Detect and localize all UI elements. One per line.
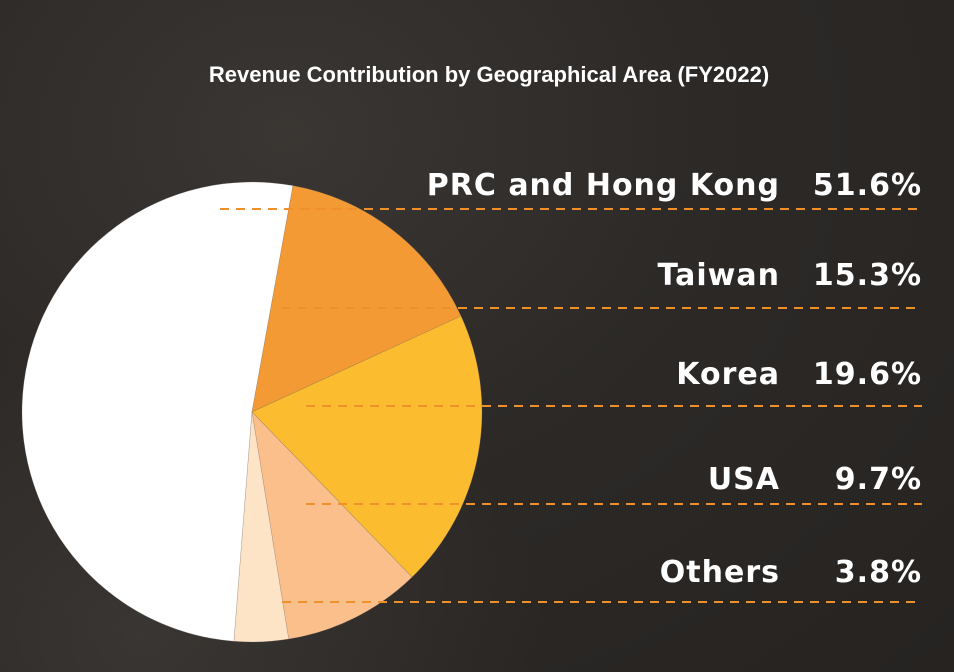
chart-title: Revenue Contribution by Geographical Are…	[208, 62, 770, 87]
legend-label: PRC and Hong Kong	[426, 168, 780, 203]
legend-value: 3.8%	[834, 555, 922, 590]
pie-slice-korea	[251, 315, 483, 578]
legend-row-others: Others 3.8%	[660, 555, 922, 595]
legend-row-taiwan: Taiwan 15.3%	[658, 258, 922, 298]
legend-row-usa: USA 9.7%	[708, 462, 922, 502]
legend-row-prc-hong-kong: PRC and Hong Kong 51.6%	[427, 168, 922, 208]
legend-label: Others	[659, 555, 780, 590]
legend-value: 19.6%	[812, 357, 922, 392]
legend-row-korea: Korea 19.6%	[676, 357, 922, 397]
legend-label: Taiwan	[657, 258, 780, 293]
legend-label: USA	[707, 462, 780, 497]
leader-lines	[220, 208, 922, 603]
legend-label: Korea	[676, 357, 780, 392]
pie-slice-taiwan	[251, 185, 462, 413]
legend-value: 51.6%	[812, 168, 922, 203]
pie-slice-prc-and-hong-kong	[21, 181, 294, 642]
pie-slice-usa	[251, 411, 413, 640]
pie-slice-others	[233, 411, 290, 643]
legend-value: 15.3%	[812, 258, 922, 293]
legend-value: 9.7%	[834, 462, 922, 497]
pie-slices	[21, 181, 483, 643]
